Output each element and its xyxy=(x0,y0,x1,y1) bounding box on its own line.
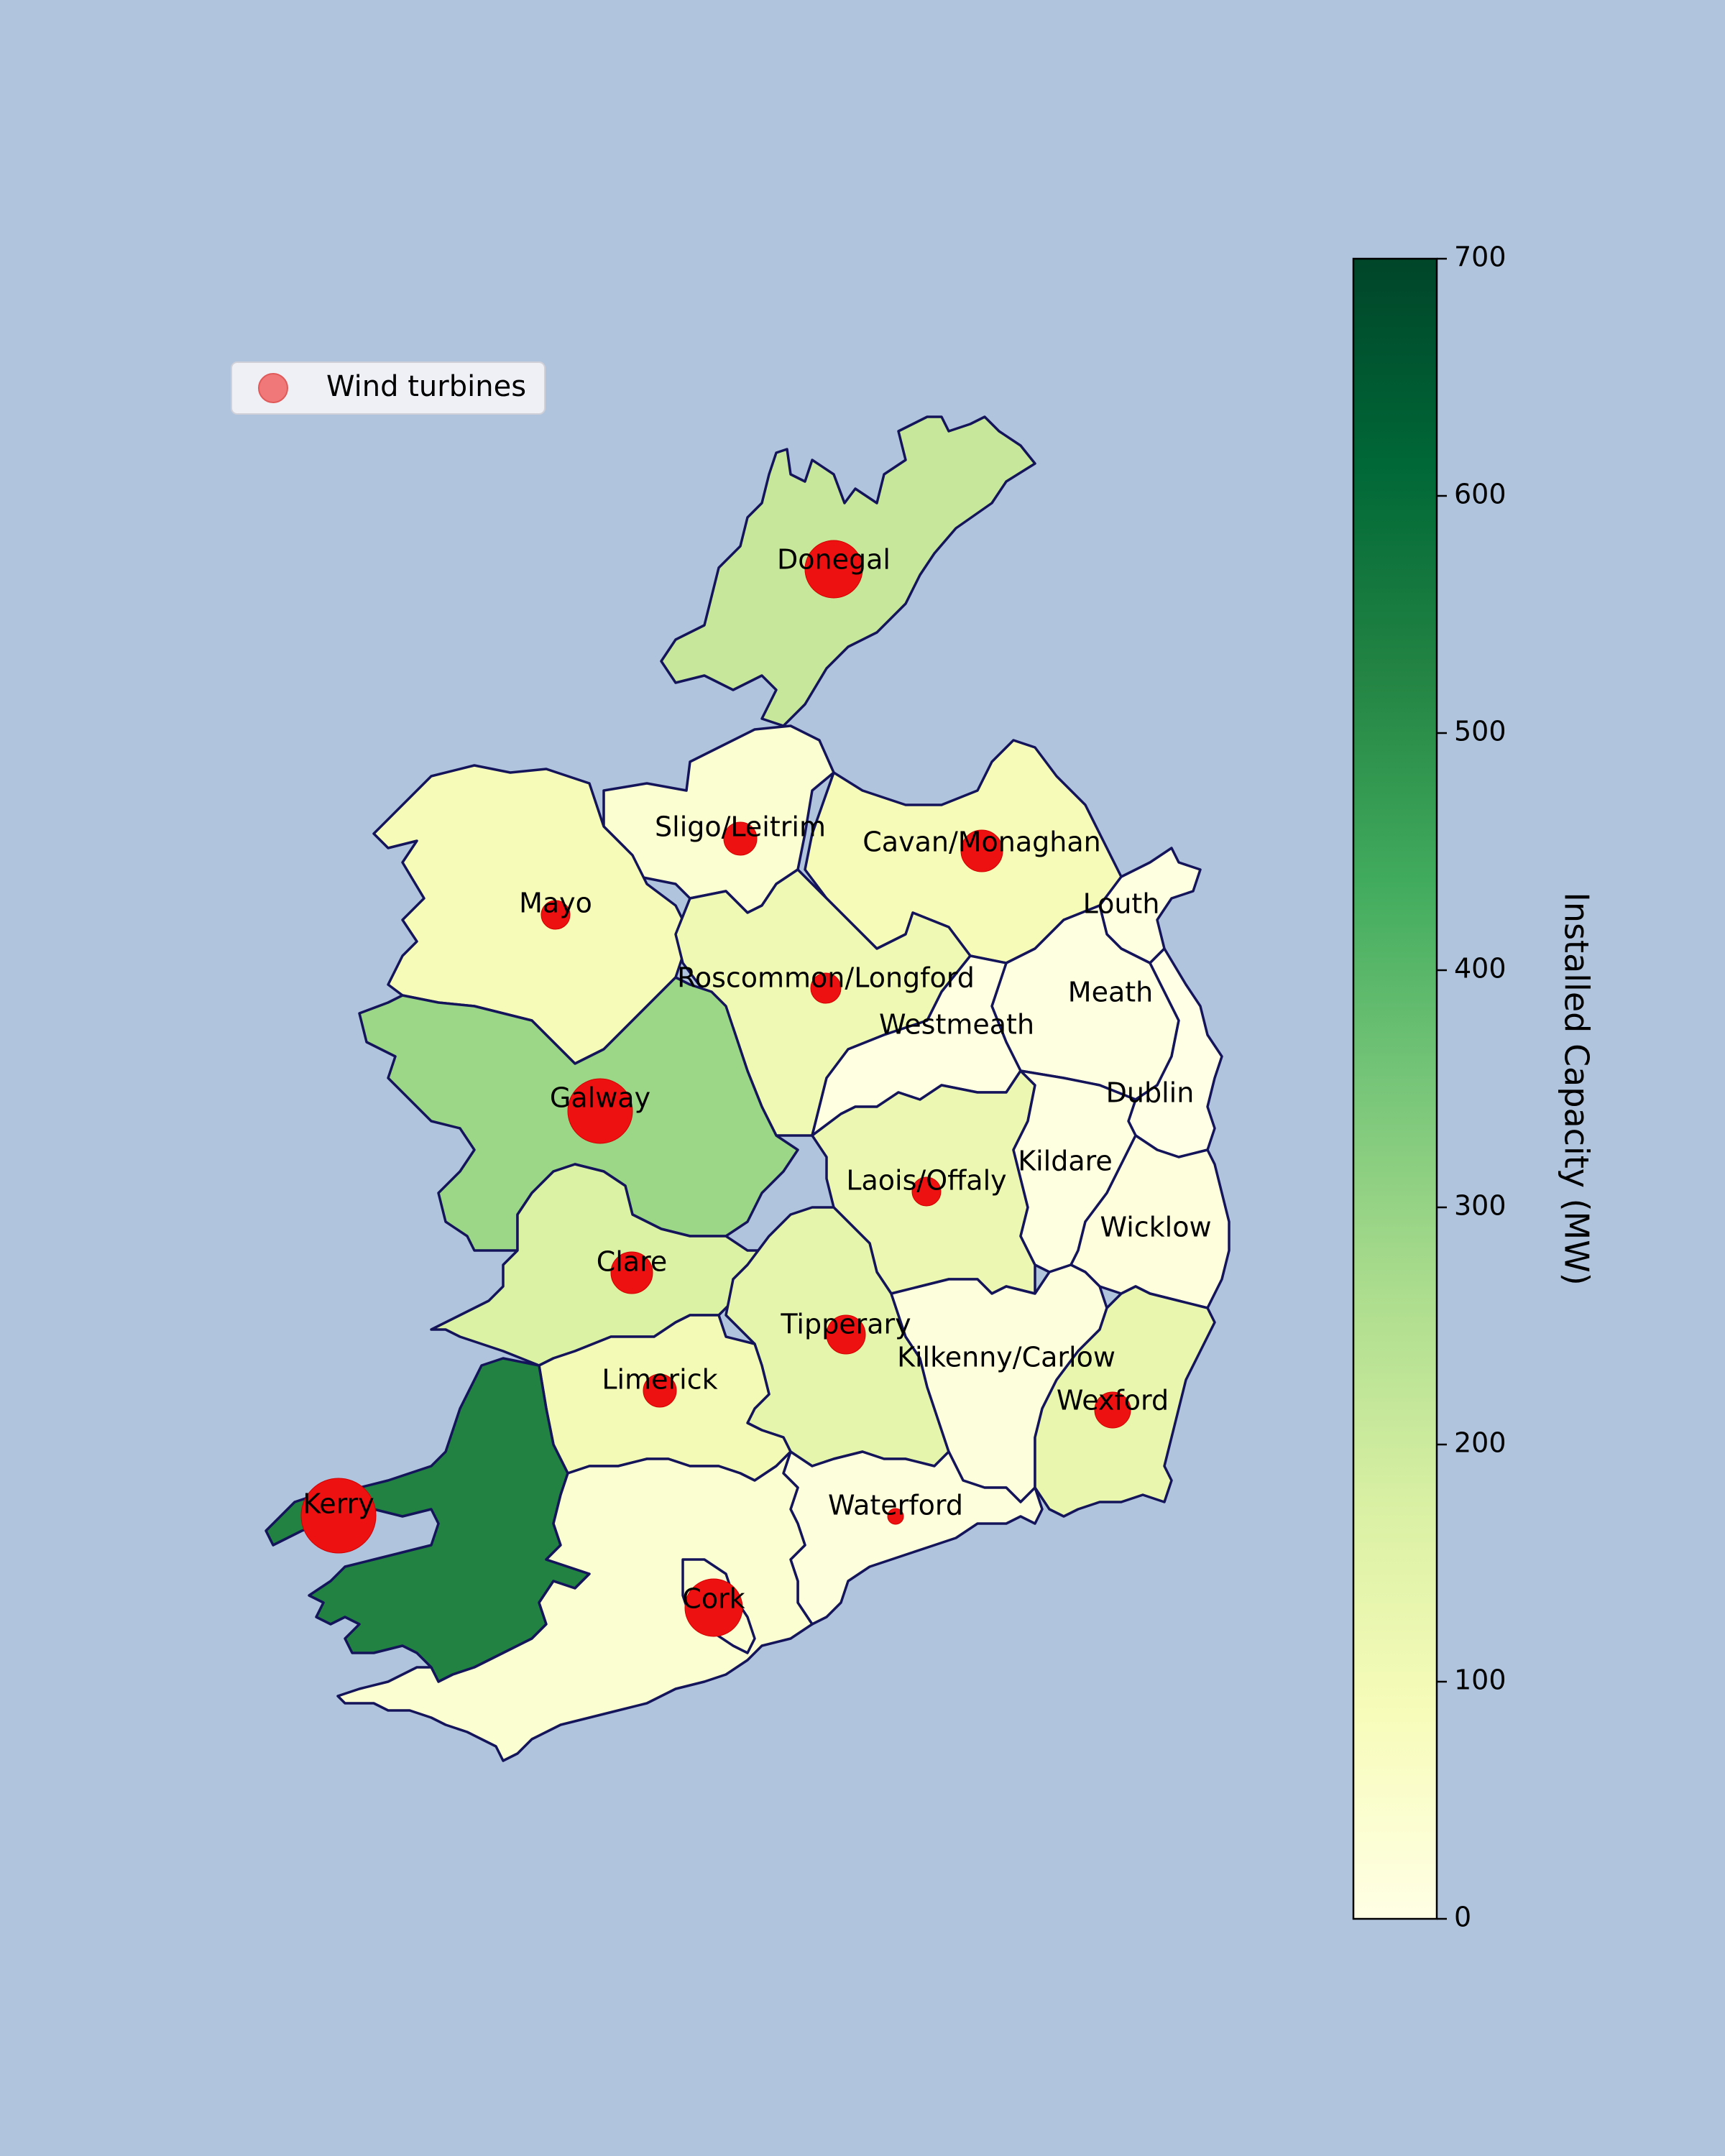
label-mayo: Mayo xyxy=(519,888,592,919)
colorbar-ticks: 0 100 200 300 400 500 600 700 xyxy=(1437,241,1506,1933)
marker-clare[interactable] xyxy=(610,1251,653,1294)
marker-kerry[interactable] xyxy=(300,1478,377,1554)
label-cork: Cork xyxy=(682,1583,745,1615)
colorbar-gradient xyxy=(1352,257,1438,1920)
colorbar: 0 100 200 300 400 500 600 700 Installed Capacit… xyxy=(1352,241,1596,1933)
county-sligo-leitrim[interactable] xyxy=(602,724,835,914)
colorbar-tick-label: 500 xyxy=(1454,716,1506,747)
label-sligo-leitrim: Sligo/Leitrim xyxy=(655,811,826,843)
marker-sligo-leitrim[interactable] xyxy=(723,821,758,856)
colorbar-tick-label: 100 xyxy=(1454,1664,1506,1696)
marker-wexford[interactable] xyxy=(1094,1391,1131,1429)
marker-waterford[interactable] xyxy=(887,1508,904,1525)
label-laois-offaly: Laois/Offaly xyxy=(846,1165,1006,1197)
label-meath: Meath xyxy=(1068,977,1153,1008)
marker-cavan-monaghan[interactable] xyxy=(960,829,1003,872)
label-westmeath: Westmeath xyxy=(879,1009,1034,1041)
marker-laois-offaly[interactable] xyxy=(911,1176,942,1207)
colorbar-tick-label: 400 xyxy=(1454,953,1506,985)
legend-box xyxy=(231,361,546,415)
marker-limerick[interactable] xyxy=(643,1373,677,1408)
colorbar-tick-label: 0 xyxy=(1454,1902,1471,1933)
marker-donegal[interactable] xyxy=(804,540,863,599)
label-wicklow: Wicklow xyxy=(1100,1212,1211,1243)
label-dublin: Dublin xyxy=(1106,1077,1195,1109)
colorbar-tick-label: 700 xyxy=(1454,241,1506,273)
legend-marker-icon xyxy=(258,373,288,403)
marker-cork[interactable] xyxy=(684,1578,743,1637)
label-kildare: Kildare xyxy=(1018,1146,1113,1177)
label-clare: Clare xyxy=(597,1246,668,1278)
label-limerick: Limerick xyxy=(602,1364,717,1396)
label-roscommon-longford: Roscommon/Longford xyxy=(677,962,975,994)
label-cavan-monaghan: Cavan/Monaghan xyxy=(862,826,1100,858)
label-kilkenny-carlow: Kilkenny/Carlow xyxy=(897,1342,1116,1373)
label-waterford: Waterford xyxy=(828,1490,963,1521)
label-tipperary: Tipperary xyxy=(780,1309,911,1340)
colorbar-tick-label: 300 xyxy=(1454,1190,1506,1222)
colorbar-tick-label: 200 xyxy=(1454,1427,1506,1459)
marker-galway[interactable] xyxy=(567,1078,633,1144)
label-louth: Louth xyxy=(1083,888,1160,920)
label-kerry: Kerry xyxy=(303,1488,374,1520)
marker-tipperary[interactable] xyxy=(826,1314,866,1355)
wind-turbine-markers xyxy=(300,540,1131,1637)
label-galway: Galway xyxy=(550,1082,650,1114)
county-polygons xyxy=(264,415,1230,1762)
label-donegal: Donegal xyxy=(777,544,891,576)
colorbar-tick-label: 600 xyxy=(1454,479,1506,510)
county-cork[interactable] xyxy=(336,1450,814,1762)
county-labels: Donegal Sligo/Leitrim Cavan/Monaghan May… xyxy=(303,544,1211,1615)
legend-label: Wind turbines xyxy=(326,370,526,403)
legend: Wind turbines xyxy=(231,361,546,415)
label-wexford: Wexford xyxy=(1057,1385,1169,1416)
marker-mayo[interactable] xyxy=(540,900,571,930)
colorbar-label: Installed Capacity (MW) xyxy=(1558,892,1596,1285)
marker-roscommon-longford[interactable] xyxy=(810,972,842,1004)
